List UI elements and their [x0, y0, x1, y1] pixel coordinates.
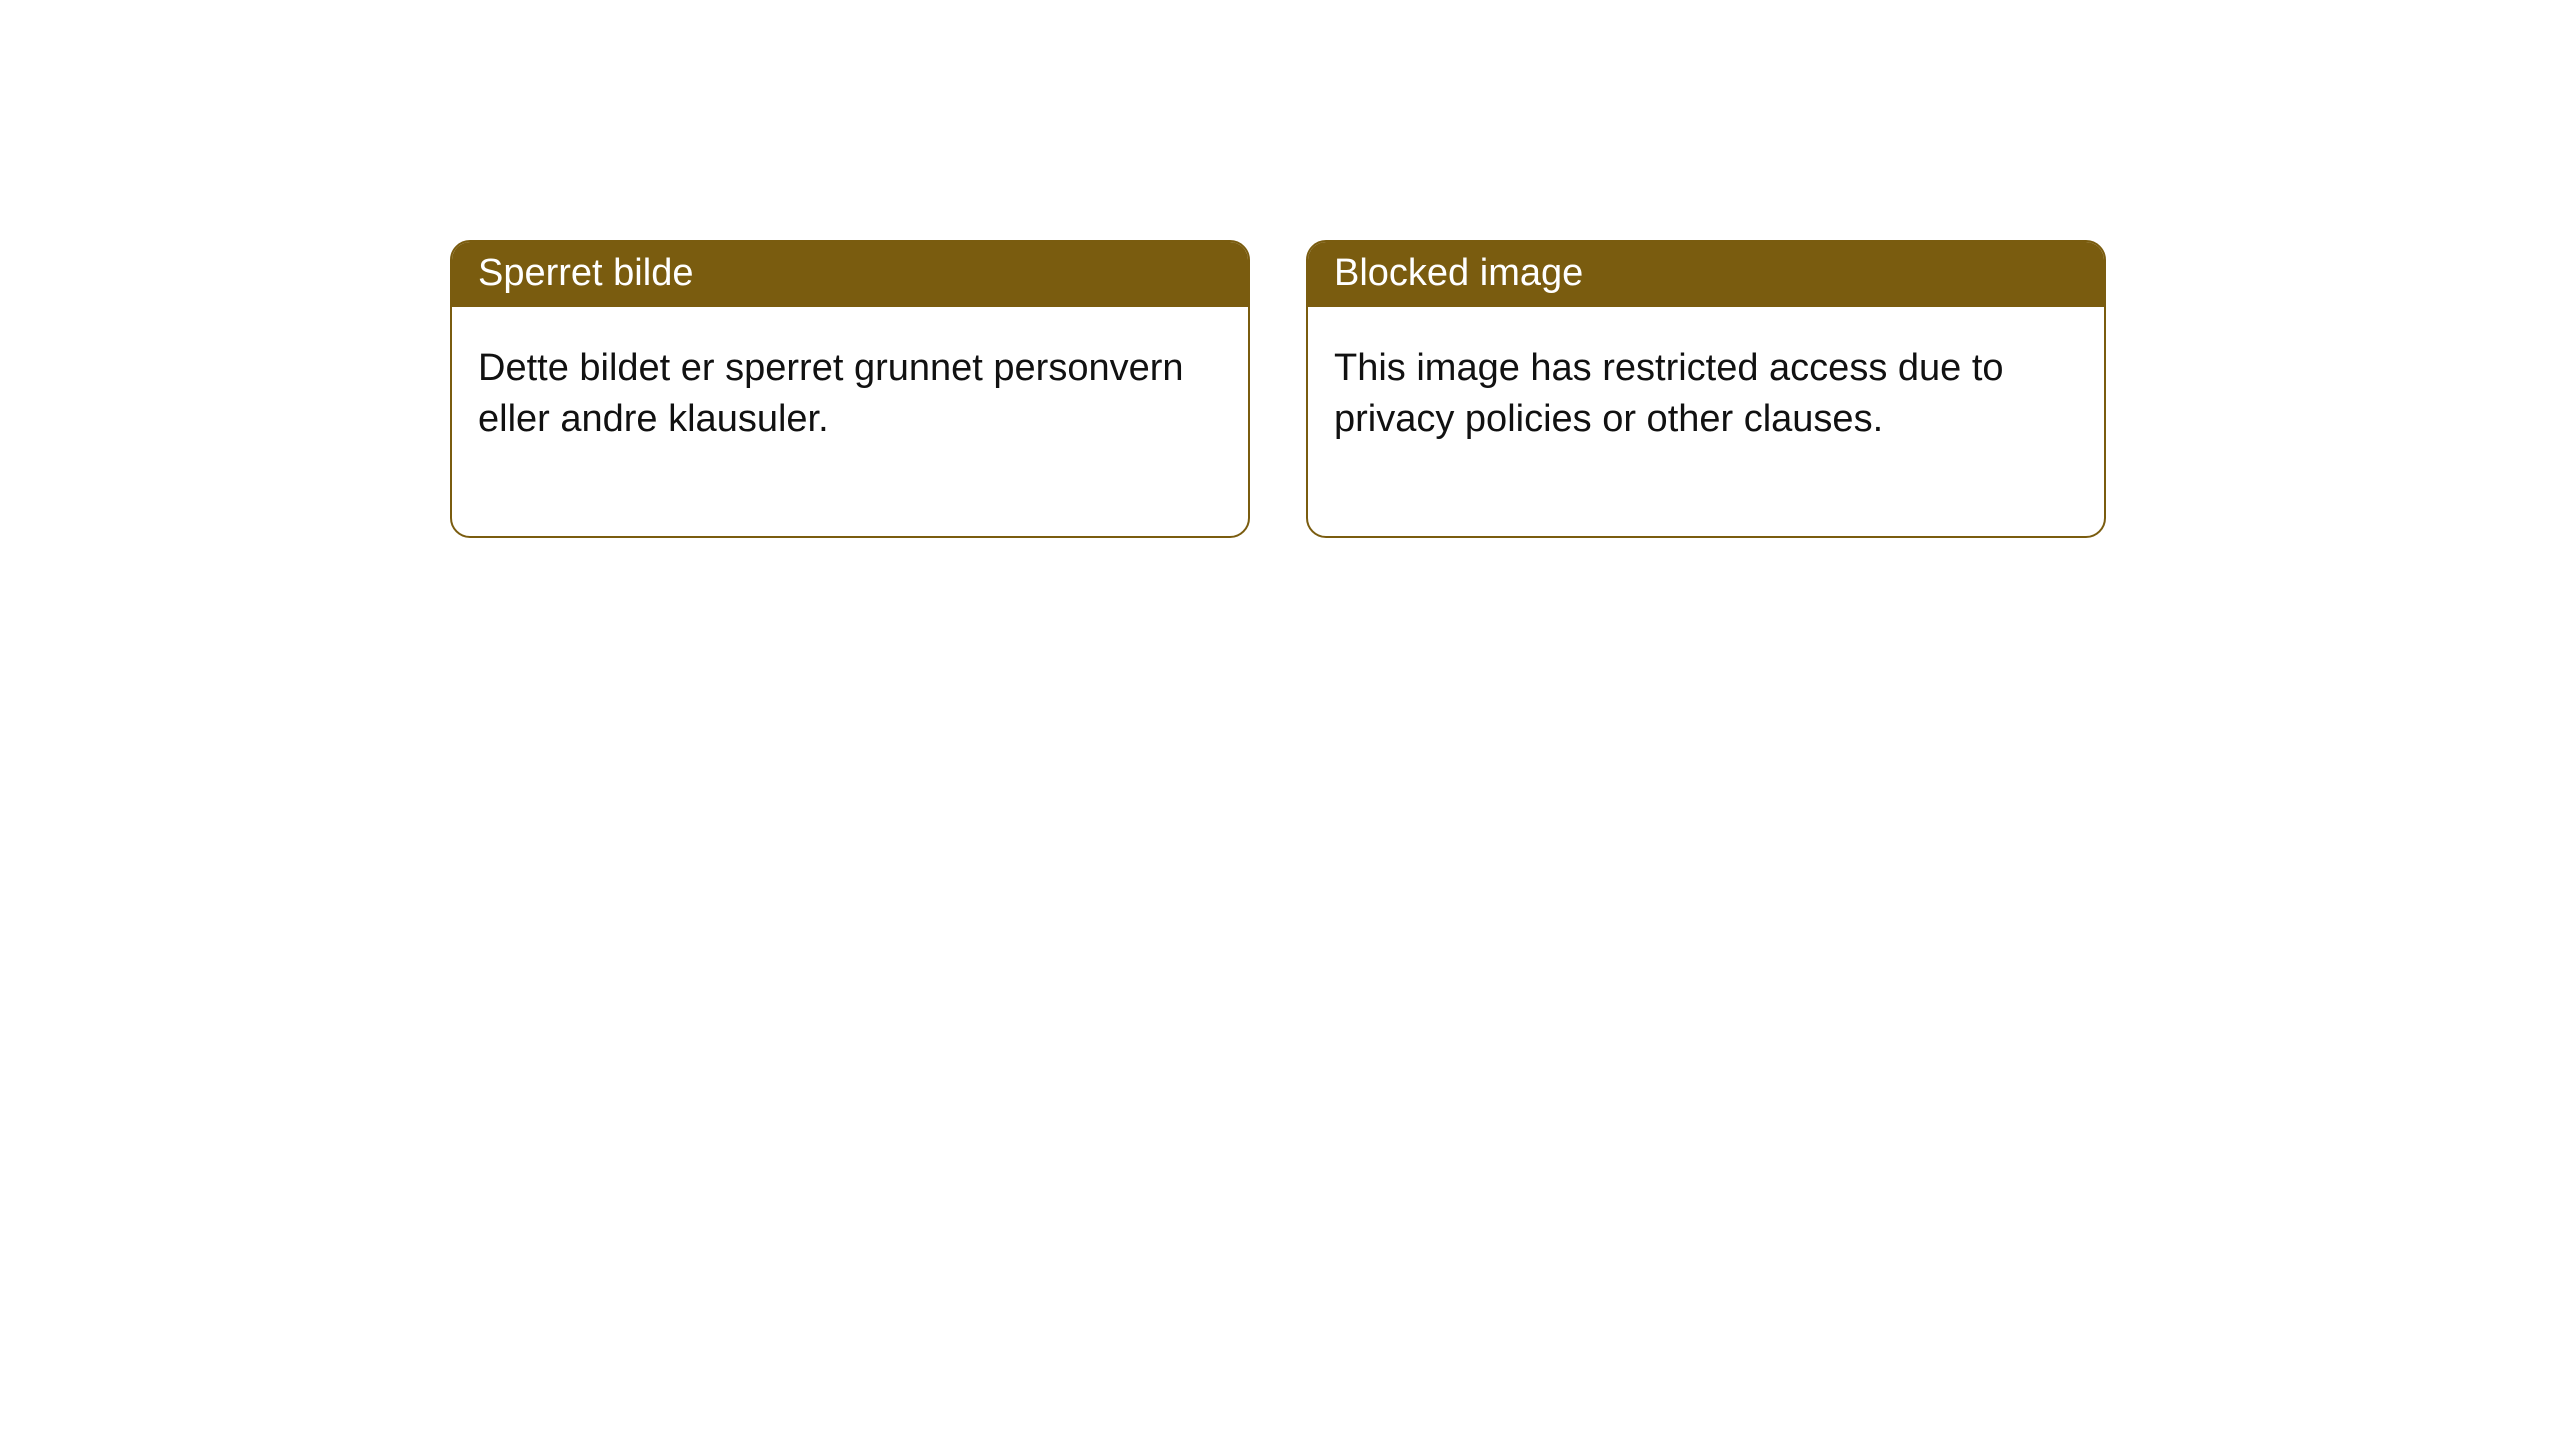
notice-title-norwegian: Sperret bilde	[452, 242, 1248, 307]
notice-container: Sperret bilde Dette bildet er sperret gr…	[0, 0, 2560, 538]
notice-card-english: Blocked image This image has restricted …	[1306, 240, 2106, 538]
notice-body-english: This image has restricted access due to …	[1308, 307, 2104, 536]
notice-title-english: Blocked image	[1308, 242, 2104, 307]
notice-body-norwegian: Dette bildet er sperret grunnet personve…	[452, 307, 1248, 536]
notice-card-norwegian: Sperret bilde Dette bildet er sperret gr…	[450, 240, 1250, 538]
